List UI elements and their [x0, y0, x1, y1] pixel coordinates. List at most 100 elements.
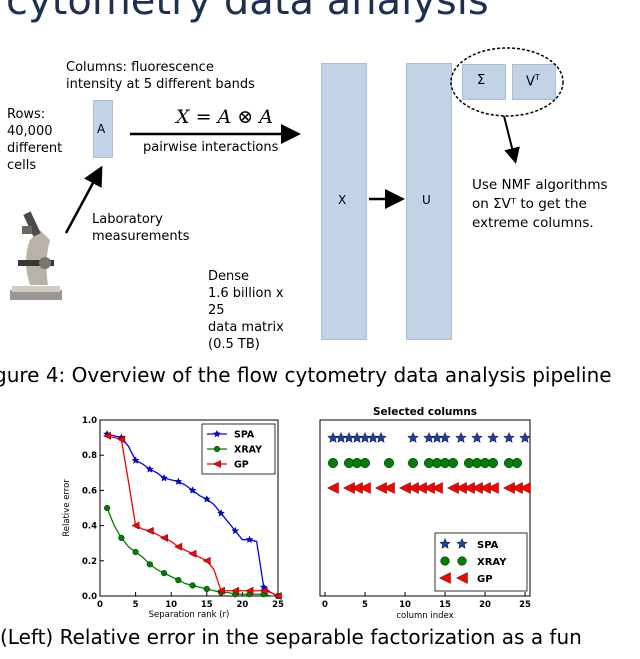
legend-label-spa: SPA — [477, 540, 499, 551]
legend-marker-spa — [439, 537, 451, 549]
x-tick-label: 25 — [519, 600, 531, 610]
data-point-gp — [131, 521, 140, 530]
data-point-gp — [202, 556, 211, 565]
data-point-spa — [375, 431, 387, 443]
legend-marker-spa — [456, 537, 468, 549]
x-tick-label: 0 — [97, 600, 103, 610]
data-point-gp — [327, 482, 339, 494]
sigma-label: Σ — [477, 73, 486, 88]
data-point-spa — [503, 431, 515, 443]
data-point-gp — [174, 542, 183, 551]
x-tick-label: 10 — [165, 600, 177, 610]
data-point-xray — [189, 582, 196, 589]
nmf-label: Use NMF algorithms on ΣVᵀ to get the ext… — [472, 176, 608, 233]
columns-label: Columns: fluorescence intensity at 5 dif… — [66, 59, 255, 93]
dense-label: Dense 1.6 billion x 25 data matrix (0.5 … — [208, 268, 284, 353]
data-point-gp — [259, 586, 268, 595]
arrow-svt-to-nmf — [503, 115, 520, 164]
x-tick-label: 10 — [399, 600, 411, 610]
y-tick-label: 0.2 — [82, 557, 97, 567]
vt-label: VT — [526, 73, 540, 89]
pairwise-label: pairwise interactions — [143, 140, 279, 155]
legend-marker-spa — [213, 429, 221, 438]
matrix-a-bar — [93, 100, 113, 158]
data-point-xray — [511, 458, 522, 469]
lab-label: Laboratory measurements — [92, 211, 189, 245]
x-tick-label: 0 — [322, 600, 328, 610]
data-point-xray — [447, 458, 458, 469]
legend-label-gp: GP — [234, 460, 249, 471]
dense-line-1: Dense — [208, 269, 250, 284]
y-tick-label: 0.0 — [82, 592, 97, 602]
matrix-a-label: A — [97, 122, 106, 136]
rows-label-line-4: cells — [7, 158, 37, 173]
legend-marker-xray — [440, 556, 450, 566]
x-tick-label: 20 — [479, 600, 491, 610]
rows-label: Rows: 40,000 different cells — [7, 106, 62, 174]
data-point-spa — [131, 456, 140, 464]
x-axis-label: column index — [396, 611, 453, 621]
figure-caption: gure 4: Overview of the flow cytometry d… — [0, 363, 612, 387]
columns-label-line-1: Columns: fluorescence — [66, 60, 214, 75]
x-tick-label: 25 — [272, 600, 284, 610]
rows-label-line-3: different — [7, 141, 63, 156]
nmf-line-3: extreme columns. — [472, 215, 594, 231]
dense-line-5: (0.5 TB) — [208, 337, 260, 352]
data-point-xray — [161, 570, 168, 577]
data-point-spa — [439, 431, 451, 443]
y-tick-label: 0.4 — [82, 522, 97, 532]
y-tick-label: 1.0 — [82, 416, 97, 426]
slide-title: cytometry data analysis — [6, 0, 489, 24]
data-point-spa — [455, 431, 467, 443]
data-point-xray — [175, 577, 182, 584]
data-point-xray — [487, 458, 498, 469]
microscope-icon — [10, 211, 62, 300]
dense-line-4: data matrix — [208, 320, 284, 335]
data-point-gp — [383, 482, 395, 494]
data-point-xray — [146, 561, 153, 568]
rows-label-line-2: 40,000 — [7, 124, 53, 139]
selected-columns-chart: Selected columns 0 5 10 15 20 25 column index SP… — [319, 406, 531, 621]
data-point-xray — [118, 534, 125, 542]
data-point-gp — [188, 549, 197, 558]
matrix-u-label: U — [422, 193, 431, 207]
data-point-gp — [273, 592, 282, 600]
data-point-xray — [360, 458, 371, 469]
data-point-spa — [487, 431, 499, 443]
data-point-gp — [160, 533, 168, 542]
data-point-gp — [245, 586, 254, 595]
nmf-line-2: on ΣVᵀ to get the — [472, 196, 587, 212]
svt-ellipse — [450, 47, 564, 117]
data-point-spa — [471, 431, 483, 443]
legend-marker-xray — [457, 556, 467, 566]
legend-marker-gp — [439, 572, 451, 584]
legend-label-spa: SPA — [234, 430, 255, 441]
data-point-xray — [203, 585, 210, 593]
legend-label-xray: XRAY — [477, 557, 507, 568]
legend-marker-gp — [456, 572, 468, 584]
lab-label-line-2: measurements — [92, 229, 190, 244]
data-point-xray — [328, 458, 339, 469]
x-axis-label: Separation rank (r) — [149, 610, 230, 620]
data-point-gp — [359, 482, 371, 494]
data-point-spa — [188, 486, 197, 494]
dense-line-3: 25 — [208, 303, 225, 318]
data-point-spa — [245, 535, 254, 544]
data-point-gp — [216, 586, 225, 595]
dense-line-2: 1.6 billion x — [208, 286, 284, 301]
y-tick-label: 0.6 — [82, 486, 97, 496]
legend-marker-gp — [212, 460, 221, 468]
lab-label-line-1: Laboratory — [92, 212, 163, 227]
data-point-xray — [104, 504, 111, 512]
data-point-xray — [407, 458, 418, 469]
x-tick-label: 15 — [201, 600, 213, 610]
bottom-caption: (Left) Relative error in the separable f… — [0, 625, 582, 649]
arrow-lab-to-a — [64, 165, 103, 234]
legend-marker-xray — [213, 445, 221, 453]
x-tick-label: 5 — [362, 600, 368, 610]
data-point-xray — [132, 548, 139, 556]
diagram-arrows — [10, 47, 564, 300]
data-point-spa — [145, 465, 154, 473]
legend-label-xray: XRAY — [234, 445, 262, 456]
matrix-x-label: X — [338, 193, 347, 207]
